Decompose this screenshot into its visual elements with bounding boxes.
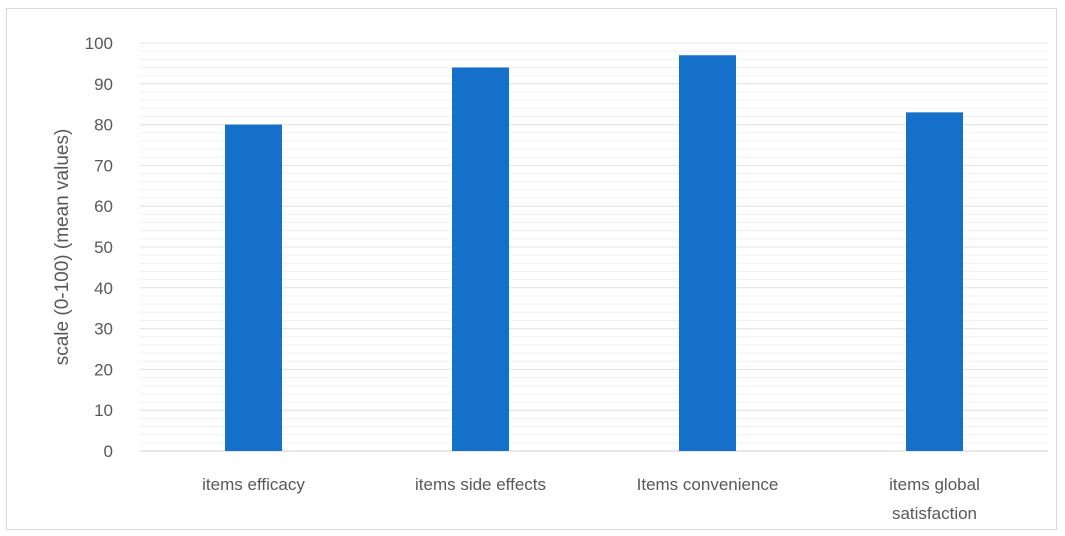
y-tick-label: 0 — [104, 442, 113, 461]
y-axis-ticks: 0 10 20 30 40 50 60 70 80 90 100 — [85, 34, 113, 461]
y-axis-title: scale (0-100) (mean values) — [52, 129, 73, 366]
bar — [225, 124, 282, 451]
bar — [452, 67, 509, 451]
bar — [679, 55, 736, 452]
y-tick-label: 70 — [94, 156, 113, 175]
y-tick-label: 90 — [94, 75, 113, 94]
x-category-label: items global satisfaction — [889, 475, 980, 523]
y-tick-label: 80 — [94, 116, 113, 135]
gridlines — [140, 42, 1048, 452]
y-tick-label: 60 — [94, 197, 113, 216]
x-category-label: Items convenience — [637, 475, 779, 494]
y-tick-label: 50 — [94, 238, 113, 257]
y-tick-label: 10 — [94, 401, 113, 420]
y-tick-label: 40 — [94, 279, 113, 298]
y-tick-label: 100 — [85, 34, 113, 53]
x-category-label: items efficacy — [202, 475, 305, 494]
y-tick-label: 20 — [94, 360, 113, 379]
x-axis-categories: items efficacy items side effects Items co… — [202, 475, 980, 523]
bars — [225, 55, 963, 452]
y-tick-label: 30 — [94, 320, 113, 339]
bar — [906, 112, 963, 452]
x-category-label: items side effects — [415, 475, 546, 494]
